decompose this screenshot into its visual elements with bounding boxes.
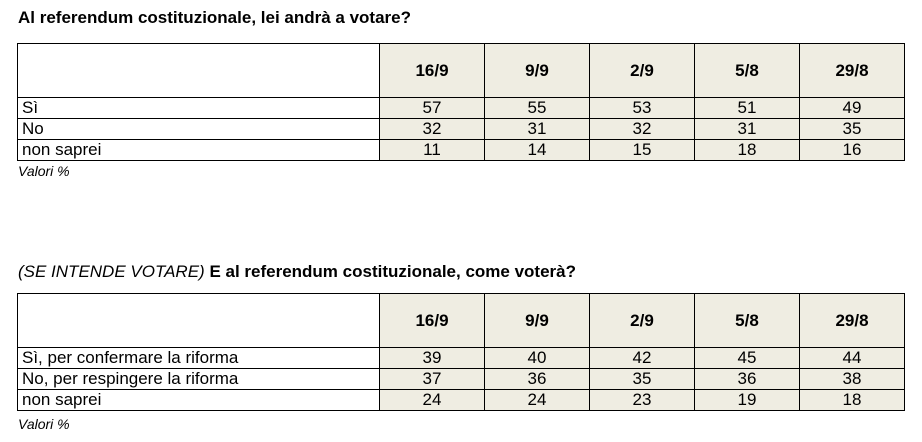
row-label: Sì, per confermare la riforma	[17, 347, 380, 369]
table-row: non saprei 24 24 23 19 18	[17, 389, 905, 411]
values-note: Valori %	[18, 163, 70, 179]
question-2-table: 16/9 9/9 2/9 5/8 29/8 Sì, per confermare…	[17, 293, 905, 411]
table-cell: 16	[799, 139, 905, 161]
column-header: 2/9	[589, 43, 695, 98]
table-cell: 11	[379, 139, 485, 161]
table-cell: 32	[589, 118, 695, 140]
row-label: non saprei	[17, 389, 380, 411]
column-header: 9/9	[484, 43, 590, 98]
table-cell: 32	[379, 118, 485, 140]
table-row: Sì, per confermare la riforma 39 40 42 4…	[17, 347, 905, 369]
column-header: 2/9	[589, 293, 695, 348]
table-cell: 51	[694, 97, 800, 119]
table-cell: 24	[484, 389, 590, 411]
table-row: No 32 31 32 31 35	[17, 118, 905, 140]
table-cell: 23	[589, 389, 695, 411]
table-row: non saprei 11 14 15 18 16	[17, 139, 905, 161]
column-header: 16/9	[379, 43, 485, 98]
header-empty-cell	[17, 43, 380, 98]
table-cell: 49	[799, 97, 905, 119]
table-cell: 37	[379, 368, 485, 390]
row-label: non saprei	[17, 139, 380, 161]
table-row: No, per respingere la riforma 37 36 35 3…	[17, 368, 905, 390]
question-2-text: E al referendum costituzionale, come vot…	[209, 262, 576, 281]
column-header: 5/8	[694, 43, 800, 98]
table-cell: 39	[379, 347, 485, 369]
table-cell: 44	[799, 347, 905, 369]
question-2-title: (SE INTENDE VOTARE) E al referendum cost…	[18, 262, 576, 282]
table-cell: 35	[589, 368, 695, 390]
table-cell: 35	[799, 118, 905, 140]
row-label: No	[17, 118, 380, 140]
table-cell: 18	[799, 389, 905, 411]
table-cell: 45	[694, 347, 800, 369]
table-cell: 42	[589, 347, 695, 369]
table-cell: 19	[694, 389, 800, 411]
column-header: 5/8	[694, 293, 800, 348]
row-label: No, per respingere la riforma	[17, 368, 380, 390]
table-cell: 15	[589, 139, 695, 161]
table-cell: 18	[694, 139, 800, 161]
question-1-table: 16/9 9/9 2/9 5/8 29/8 Sì 57 55 53 51 49 …	[17, 43, 905, 161]
table-header-row: 16/9 9/9 2/9 5/8 29/8	[17, 43, 905, 98]
table-cell: 14	[484, 139, 590, 161]
table-cell: 31	[484, 118, 590, 140]
table-cell: 24	[379, 389, 485, 411]
table-cell: 31	[694, 118, 800, 140]
question-2-condition: (SE INTENDE VOTARE)	[18, 262, 205, 281]
column-header: 16/9	[379, 293, 485, 348]
table-row: Sì 57 55 53 51 49	[17, 97, 905, 119]
table-cell: 36	[484, 368, 590, 390]
question-1-title: Al referendum costituzionale, lei andrà …	[18, 8, 411, 27]
header-empty-cell	[17, 293, 380, 348]
column-header: 29/8	[799, 43, 905, 98]
table-header-row: 16/9 9/9 2/9 5/8 29/8	[17, 293, 905, 348]
table-cell: 53	[589, 97, 695, 119]
table-cell: 36	[694, 368, 800, 390]
column-header: 29/8	[799, 293, 905, 348]
values-note: Valori %	[18, 416, 70, 432]
column-header: 9/9	[484, 293, 590, 348]
table-cell: 55	[484, 97, 590, 119]
table-cell: 38	[799, 368, 905, 390]
table-cell: 57	[379, 97, 485, 119]
row-label: Sì	[17, 97, 380, 119]
table-cell: 40	[484, 347, 590, 369]
